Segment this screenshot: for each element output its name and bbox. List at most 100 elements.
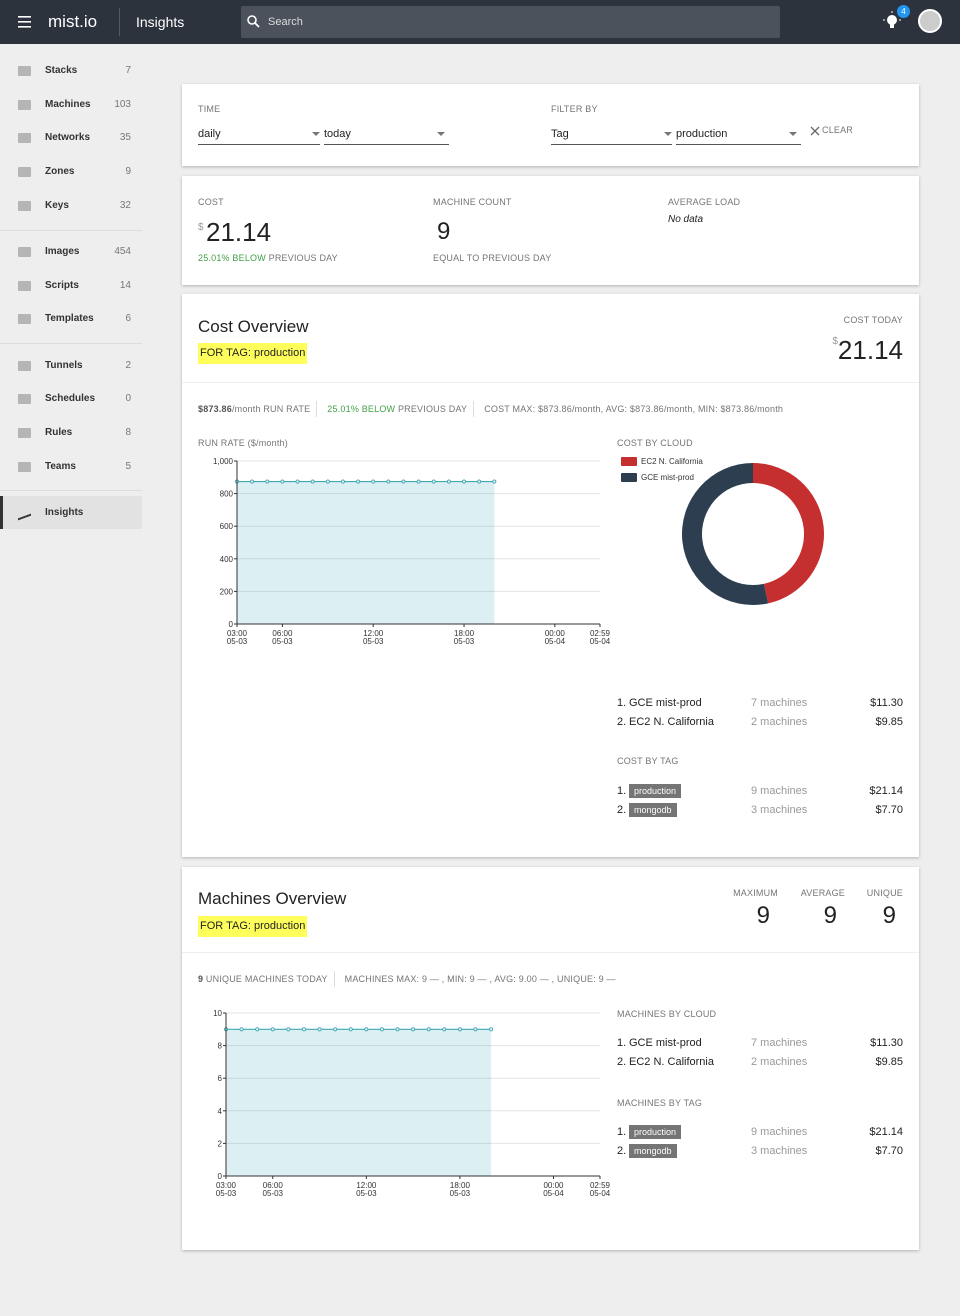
cost: $7.70 (875, 1145, 903, 1157)
divider (182, 382, 919, 383)
stat-label: AVERAGE (800, 888, 845, 898)
avatar[interactable] (918, 9, 942, 33)
name: EC2 N. California (629, 1056, 714, 1068)
name: GCE mist-prod (629, 1037, 702, 1049)
nav-item[interactable]: Rules (45, 427, 73, 438)
range-select[interactable]: today (324, 128, 351, 140)
nav-count: 14 (119, 279, 131, 291)
area (237, 481, 495, 624)
filter-key-select[interactable]: Tag (551, 128, 569, 140)
point (426, 1027, 431, 1032)
nav-item[interactable]: Templates (45, 313, 94, 325)
machines-chart: 024681003:0005-0306:0005-0312:0005-0318:… (213, 1009, 611, 1198)
point (473, 1027, 478, 1032)
underline (551, 144, 672, 145)
nav-item[interactable]: Networks (45, 132, 91, 144)
clear-button[interactable]: CLEAR (822, 125, 854, 135)
nav-item[interactable]: Teams (45, 460, 76, 472)
arrow (312, 132, 320, 136)
search-box[interactable] (241, 6, 780, 38)
label: MACHINE COUNT (433, 197, 512, 207)
machine-stats: MACHINES MAX: 9 — , MIN: 9 — , AVG: 9.00… (344, 974, 616, 984)
nav-item[interactable]: Keys (45, 199, 69, 211)
nav-count: 5 (125, 460, 131, 472)
point (457, 1027, 463, 1032)
change: 25.01% BELOW (327, 404, 396, 414)
point (255, 1027, 260, 1032)
compare: PREVIOUS DAY (268, 253, 338, 263)
nav-count: 32 (119, 199, 131, 211)
y-tick-label: 4 (218, 1107, 223, 1116)
nav-item[interactable]: Stacks (45, 65, 78, 76)
divider (182, 952, 919, 953)
point (395, 1027, 400, 1032)
clear-icon[interactable] (809, 125, 821, 137)
point (371, 479, 376, 484)
cost: $9.85 (875, 716, 903, 728)
nav-item[interactable]: Machines (45, 98, 91, 110)
nav-icon (18, 200, 31, 211)
y-tick-label: 400 (220, 555, 234, 564)
legend-label: EC2 N. California (641, 457, 703, 466)
stats-line: $873.86/month RUN RATE 25.01% BELOW PREV… (198, 401, 783, 417)
machines: 7 machines (751, 697, 808, 709)
nav-item[interactable]: Scripts (45, 279, 79, 291)
point (239, 1027, 244, 1032)
point (286, 1027, 291, 1032)
tag-chip: production (629, 784, 682, 798)
nav-count: 2 (125, 359, 131, 371)
rank: 2. (617, 804, 627, 816)
menu-icon[interactable] (16, 14, 34, 30)
nav-count: 0 (125, 393, 131, 405)
section-title: MACHINES BY CLOUD (617, 1009, 717, 1019)
nav-item[interactable]: Tunnels (45, 359, 83, 371)
run-rate: $873.86 (198, 404, 232, 414)
x-tick-label: 00:00 (545, 629, 566, 638)
stat-label: MAXIMUM (733, 888, 778, 898)
brand[interactable]: mist.io (48, 12, 98, 31)
chart-title: COST BY CLOUD (617, 438, 693, 448)
tag-chip: mongodb (629, 1144, 677, 1158)
bulb-icon[interactable] (882, 11, 902, 33)
arrow (789, 132, 797, 136)
nav-count: 103 (114, 98, 131, 110)
machines: 3 machines (751, 1145, 808, 1157)
card-title: Cost Overview (198, 317, 309, 336)
x-tick-label: 03:00 (227, 629, 248, 638)
nav-item[interactable]: Insights (45, 506, 84, 518)
x-tick-label: 18:00 (454, 629, 475, 638)
nav-item[interactable]: Zones (45, 166, 75, 178)
divider (119, 8, 120, 36)
x-tick-label: 05-03 (263, 1189, 284, 1198)
point (411, 1027, 416, 1032)
point (270, 1027, 275, 1032)
x-tick-label: 05-03 (216, 1189, 237, 1198)
nav-icon (18, 247, 31, 257)
legend-swatch (621, 473, 637, 482)
x-tick-label: 12:00 (363, 629, 384, 638)
nav-divider (0, 343, 142, 345)
nav-item[interactable]: Images (45, 246, 80, 257)
nav-active-bg (0, 495, 142, 529)
label: COST TODAY (843, 315, 903, 325)
cost: $11.30 (870, 1037, 903, 1049)
chart-title: RUN RATE ($/month) (198, 438, 288, 448)
x-tick-label: 05-03 (454, 637, 475, 646)
x-tick-label: 18:00 (450, 1181, 471, 1190)
rank: 2. (617, 716, 627, 728)
filter-value-select[interactable]: production (676, 128, 728, 140)
search-icon (247, 15, 260, 28)
rank: 1. (617, 1037, 627, 1049)
period-select[interactable]: daily (198, 128, 221, 140)
cost: $9.85 (875, 1056, 903, 1068)
notification-badge[interactable]: 4 (897, 5, 910, 18)
point (461, 479, 467, 484)
machines: 3 machines (751, 804, 808, 816)
x-tick-label: 03:00 (216, 1181, 237, 1190)
cost-by-cloud-chart: EC2 N. California GCE mist-prod (621, 457, 824, 605)
cost-stats: COST MAX: $873.86/month, AVG: $873.86/mo… (484, 404, 784, 414)
nav-item[interactable]: Schedules (45, 393, 96, 405)
legend-swatch (621, 457, 637, 466)
y-tick-label: 2 (218, 1139, 223, 1148)
stat-label: UNIQUE (866, 888, 903, 898)
